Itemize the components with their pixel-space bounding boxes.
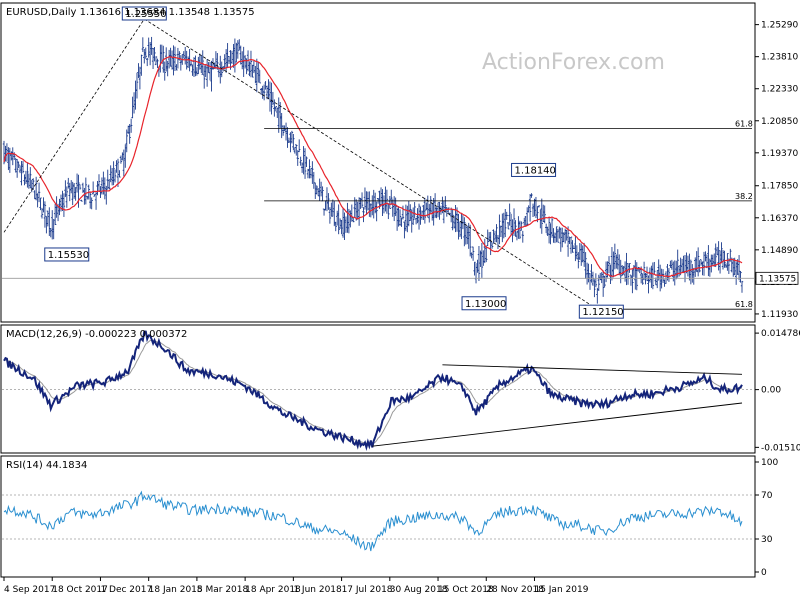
x-tick-label: 18 Apr 2018 [245, 585, 301, 595]
fib-level-label: 38.2 [735, 192, 753, 201]
price-y-tick-label: 1.17850 [761, 182, 798, 192]
annotation-box [578, 304, 624, 319]
watermark: ActionForex.com [482, 50, 665, 75]
annotation-box [121, 6, 167, 21]
price-chart-title: EURUSD,Daily 1.13616 1.13684 1.13548 1.1… [6, 7, 255, 18]
annotation-label: 1.25550 [125, 9, 166, 20]
macd-y-tick-label: 0.00 [761, 386, 781, 396]
annotation-box [511, 162, 557, 177]
x-tick-label: 1 Jun 2018 [293, 585, 342, 595]
macd-line [3, 330, 743, 451]
x-tick-label: 17 Jul 2018 [342, 585, 393, 595]
macd-y-tick-label: -0.015107 [761, 443, 800, 453]
price-panel-frame [0, 2, 756, 323]
annotation-label: 1.18140 [515, 165, 556, 176]
rsi-panel-frame [0, 455, 756, 578]
macd-signal-line [3, 339, 743, 445]
price-y-tick-label: 1.14890 [761, 246, 798, 256]
macd-trend-line [372, 402, 743, 447]
annotation-label: 1.13000 [465, 299, 506, 310]
price-y-tick-label: 1.22330 [761, 85, 798, 95]
macd-layer [2, 330, 754, 451]
price-y-tick-label: 1.20850 [761, 117, 798, 127]
rsi-layer [2, 490, 754, 552]
macd-y-tick-label: 0.014786 [761, 329, 800, 339]
fib-level-label: 61.8 [735, 119, 753, 128]
macd-panel-frame [0, 324, 756, 454]
rsi-y-tick-label: 70 [761, 491, 773, 501]
x-tick-label: 4 Sep 2017 [4, 585, 55, 595]
annotation-label: 1.12150 [582, 307, 623, 318]
x-tick-label: 18 Oct 2017 [52, 585, 108, 595]
current-price-label: 1.13575 [759, 274, 796, 284]
x-tick-label: 5 Mar 2018 [197, 585, 249, 595]
current-price-tag [755, 271, 799, 285]
fib-level-label: 61.8 [735, 300, 753, 309]
x-tick-label: 28 Nov 2018 [486, 585, 544, 595]
annotation-box [461, 296, 507, 311]
moving-average-line [3, 56, 743, 278]
rsi-line [3, 490, 743, 552]
rsi-y-tick-label: 0 [761, 568, 767, 578]
x-tick-label: 30 Aug 2018 [390, 585, 448, 595]
macd-chart-title: MACD(12,26,9) -0.000223 0.000372 [6, 329, 187, 340]
price-y-tick-label: 1.11930 [761, 310, 798, 320]
x-tick-label: 18 Jan 2018 [149, 585, 203, 595]
rsi-y-tick-label: 100 [761, 458, 778, 468]
x-tick-label: 1 Dec 2017 [100, 585, 152, 595]
trend-line [3, 18, 145, 233]
annotation-label: 1.15530 [48, 250, 89, 261]
annotation-box [44, 247, 90, 262]
price-y-tick-label: 1.25290 [761, 21, 798, 31]
price-y-tick-label: 1.23810 [761, 53, 798, 63]
axis-layer: 1.25290 1.23810 1.22330 1.20850 1.19370 1.178… [3, 21, 800, 595]
x-tick-label: 15 Oct 2018 [438, 585, 494, 595]
x-tick-label: 15 Jan 2019 [534, 585, 588, 595]
price-y-tick-label: 1.16370 [761, 214, 798, 224]
macd-trend-line [442, 364, 743, 375]
rsi-y-tick-label: 30 [761, 535, 773, 545]
price-y-tick-label: 1.19370 [761, 149, 798, 159]
price-layer: 61.8 38.2 61.8 1.25550 1.15530 1.18140 1.13000… [2, 6, 754, 319]
rsi-chart-title: RSI(14) 44.1834 [6, 460, 87, 471]
